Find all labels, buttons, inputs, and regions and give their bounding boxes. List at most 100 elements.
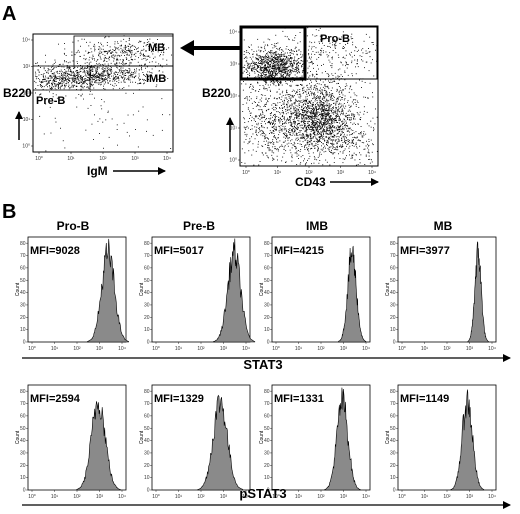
y-tick-label: 0	[267, 488, 270, 494]
y-tick-label: 60	[264, 265, 270, 271]
y-tick-label: 40	[390, 290, 396, 296]
dotplot-cd43-ylabel: B220	[202, 86, 231, 100]
y-tick-label: 70	[264, 401, 270, 407]
y-tick-label: 10	[144, 475, 150, 481]
mfi-label: MFI=2594	[30, 393, 81, 405]
y-tick-label: 50	[20, 278, 26, 284]
x-tick-label: 10²	[443, 346, 451, 352]
y-tick-label: 10	[264, 475, 270, 481]
y-tick-label: 10³	[23, 64, 31, 70]
y-tick-label: 40	[390, 438, 396, 444]
y-tick-label: 70	[144, 401, 150, 407]
dotplot-cd43-xlabel: CD43	[295, 175, 326, 189]
dotplot-igm-axes: 10⁰ 10⁰ 10¹ 10¹ 10² 10² 10³ 10³ 10⁴ 10⁴	[22, 38, 171, 163]
x-tick-label: 10³	[131, 156, 139, 162]
x-tick-label: 10¹	[421, 346, 429, 352]
y-tick-label: 50	[390, 426, 396, 432]
y-tick-label: 30	[390, 303, 396, 309]
y-tick-label: 70	[20, 401, 26, 407]
y-tick-label: 20	[264, 463, 270, 469]
histogram-pstat3-imb: 0 10 20 30 40 50 60 70 80 10⁰ 10¹ 10² 10³ 10⁴ Count MFI…	[259, 384, 371, 500]
histogram-stat3-pro-b: 0 10 20 30 40 50 60 70 80 10⁰ 10¹ 10² 10³ 10⁴ Count MFI…	[15, 236, 129, 352]
y-tick-label: 10²	[23, 91, 31, 97]
y-tick-label: 10⁰	[22, 144, 30, 150]
y-tick-label: 20	[144, 315, 150, 321]
count-label: Count	[385, 282, 391, 296]
y-tick-label: 60	[390, 265, 396, 271]
y-tick-label: 10⁰	[229, 158, 237, 164]
mfi-label: MFI=9028	[30, 245, 80, 257]
count-label: Count	[139, 430, 145, 444]
y-tick-label: 10	[20, 475, 26, 481]
y-tick-label: 0	[393, 340, 396, 346]
y-tick-label: 30	[20, 303, 26, 309]
y-tick-label: 20	[264, 315, 270, 321]
mfi-label: MFI=1329	[154, 393, 204, 405]
y-tick-label: 60	[264, 413, 270, 419]
y-tick-label: 70	[390, 401, 396, 407]
dotplot-igm: MB IMB Pre-B 10⁰ 10⁰ 10¹ 10¹ 10² 10² 10³ 10³ 10⁴…	[3, 33, 174, 178]
y-tick-label: 20	[144, 463, 150, 469]
y-tick-label: 70	[20, 253, 26, 259]
histogram-stat3-mb: 0 10 20 30 40 50 60 70 80 10⁰ 10¹ 10² 10³ 10⁴ Count MFI…	[385, 236, 497, 352]
dotplot-igm-ylabel: B220	[3, 86, 32, 100]
dotplot-cd43-axes: 10⁰ 10⁰ 10¹ 10¹ 10² 10² 10³ 10³ 10⁴ 10⁴	[229, 30, 376, 177]
x-tick-label: 10²	[73, 346, 81, 352]
panel-letter-a: A	[2, 3, 16, 25]
x-tick-label: 10⁰	[35, 156, 43, 162]
x-tick-label: 10⁴	[488, 494, 496, 500]
y-tick-label: 0	[147, 340, 150, 346]
x-tick-label: 10²	[73, 494, 81, 500]
x-tick-label: 10⁰	[398, 346, 406, 352]
x-tick-label: 10⁴	[362, 494, 370, 500]
x-tick-label: 10¹	[295, 346, 303, 352]
x-tick-label: 10³	[340, 494, 348, 500]
y-tick-label: 10²	[230, 94, 238, 100]
histogram-distribution	[467, 241, 489, 343]
y-tick-label: 10	[390, 327, 396, 333]
x-tick-label: 10⁰	[272, 494, 280, 500]
x-tick-label: 10¹	[67, 156, 75, 162]
histogram-distribution	[197, 394, 244, 491]
y-tick-label: 50	[264, 426, 270, 432]
y-tick-label: 50	[144, 278, 150, 284]
x-tick-label: 10²	[305, 170, 313, 176]
column-title-pre-b: Pre-B	[183, 219, 215, 233]
x-tick-label: 10¹	[421, 494, 429, 500]
y-tick-label: 20	[390, 463, 396, 469]
x-tick-label: 10⁴	[118, 494, 126, 500]
histogram-distribution	[450, 389, 485, 491]
x-tick-label: 10⁰	[242, 170, 250, 176]
gate-label-imb: IMB	[146, 73, 166, 85]
x-tick-label: 10⁴	[362, 346, 370, 352]
y-tick-label: 50	[20, 426, 26, 432]
y-tick-label: 60	[390, 413, 396, 419]
pstat3-axis-label: pSTAT3	[239, 486, 286, 501]
dotplot-cd43-events	[241, 27, 378, 166]
y-tick-label: 20	[20, 463, 26, 469]
x-tick-label: 10²	[443, 494, 451, 500]
y-tick-label: 30	[144, 451, 150, 457]
x-tick-label: 10²	[197, 494, 205, 500]
y-tick-label: 0	[23, 340, 26, 346]
histogram-distribution	[338, 245, 367, 343]
y-tick-label: 80	[264, 389, 270, 395]
x-tick-label: 10⁴	[242, 494, 250, 500]
y-tick-label: 60	[144, 413, 150, 419]
y-tick-label: 60	[20, 413, 26, 419]
y-tick-label: 40	[264, 290, 270, 296]
y-tick-label: 10	[20, 327, 26, 333]
gate-label-pro-b: Pro-B	[320, 33, 350, 45]
y-tick-label: 70	[144, 253, 150, 259]
y-tick-label: 20	[390, 315, 396, 321]
count-label: Count	[259, 282, 265, 296]
dotplot-igm-xlabel: IgM	[87, 164, 108, 178]
y-tick-label: 70	[264, 253, 270, 259]
histogram-stat3-imb: 0 10 20 30 40 50 60 70 80 10⁰ 10¹ 10² 10³ 10⁴ Count MFI…	[259, 236, 371, 352]
histogram-pstat3-pre-b: 0 10 20 30 40 50 60 70 80 10⁰ 10¹ 10² 10³ 10⁴ Count MFI…	[139, 384, 251, 500]
histogram-stat3-pre-b: 0 10 20 30 40 50 60 70 80 10⁰ 10¹ 10² 10³ 10⁴ Count MFI…	[139, 236, 256, 352]
x-tick-label: 10³	[96, 346, 104, 352]
y-tick-label: 40	[144, 438, 150, 444]
y-tick-label: 10¹	[23, 117, 31, 123]
y-tick-label: 60	[20, 265, 26, 271]
